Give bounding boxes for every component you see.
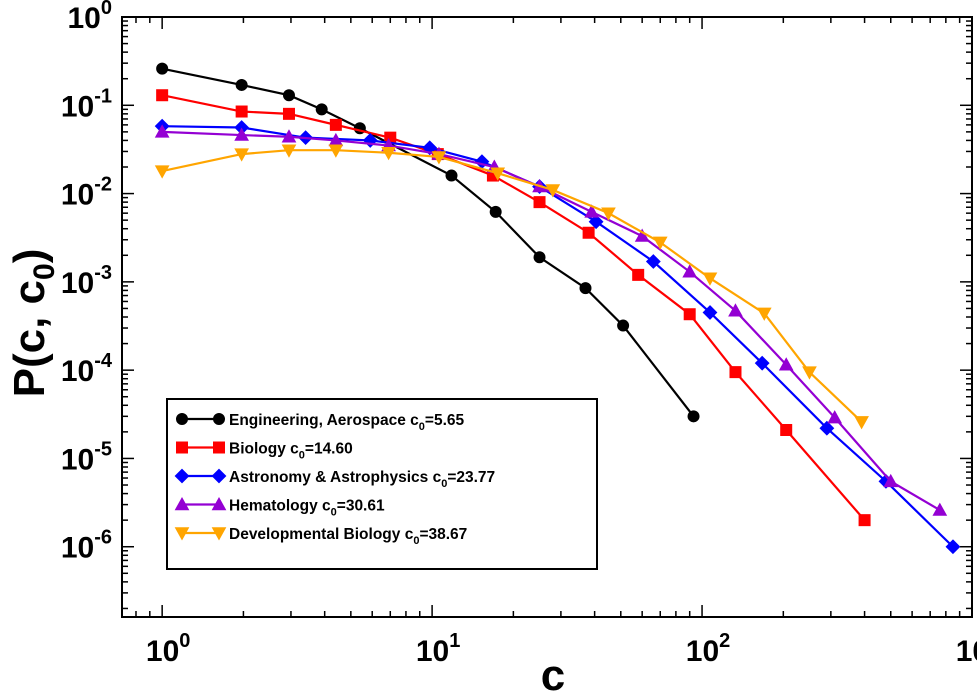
legend-marker (211, 527, 227, 541)
data-point (601, 207, 616, 221)
legend-entry: Astronomy & Astrophysics c0=23.77 (174, 468, 495, 490)
data-point (282, 107, 295, 120)
data-point (632, 268, 645, 281)
plot-series (154, 62, 961, 555)
legend-marker (211, 496, 227, 511)
legend-label: Biology c0=14.60 (229, 441, 353, 462)
series-0 (156, 62, 700, 423)
data-point (533, 251, 546, 264)
legend-entry: Hematology c0=30.61 (174, 496, 385, 519)
data-point (154, 165, 170, 179)
legend-entry: Biology c0=14.60 (176, 441, 353, 462)
data-point (702, 272, 718, 286)
legend-marker (174, 468, 190, 484)
x-tick-label: 101 (416, 630, 461, 668)
data-point (645, 254, 661, 269)
data-point (315, 103, 328, 116)
series-line (161, 94, 866, 521)
legend: Engineering, Aerospace c0=5.65 Biology c0… (166, 398, 598, 570)
legend-label: Developmental Biology c0=38.67 (229, 526, 467, 547)
data-point (281, 129, 297, 143)
data-point (858, 514, 871, 527)
data-point (683, 308, 696, 321)
data-point (156, 89, 169, 102)
x-axis-label: c (541, 651, 565, 695)
plot-axes: 100 101 102 103 10-6 10-5 10-4 10-3 10-2 10-1 100 (61, 0, 977, 668)
series-1 (156, 89, 871, 527)
data-point (234, 127, 249, 141)
data-point (802, 366, 817, 380)
data-point (234, 148, 249, 162)
data-point (883, 473, 899, 488)
data-point (652, 236, 668, 250)
data-point (545, 184, 561, 198)
data-point (945, 539, 961, 555)
data-point (827, 410, 843, 424)
data-point (854, 416, 869, 430)
legend-label: Engineering, Aerospace c0=5.65 (229, 412, 465, 433)
data-point (235, 105, 248, 118)
data-point (582, 226, 595, 239)
data-point (490, 167, 506, 181)
data-point (328, 144, 344, 158)
data-point (445, 169, 458, 182)
data-point (819, 420, 835, 436)
series-3 (154, 124, 948, 516)
legend-entry: Developmental Biology c0=38.67 (174, 526, 467, 547)
data-point (682, 264, 698, 278)
y-tick-label: 10-4 (61, 350, 113, 388)
data-point (154, 124, 170, 138)
data-point (780, 423, 793, 436)
data-point (756, 307, 772, 321)
data-point (687, 410, 700, 423)
data-point (702, 305, 718, 320)
series-line (162, 130, 941, 512)
data-point (617, 319, 630, 332)
legend-marker (174, 496, 190, 511)
data-point (579, 282, 592, 295)
data-point (634, 228, 650, 242)
legend-box (166, 398, 598, 570)
data-point (729, 366, 742, 379)
legend-label: Hematology c0=30.61 (229, 498, 385, 519)
y-axis-label: P(c, c0) (5, 249, 61, 398)
data-point (381, 147, 396, 161)
data-point (431, 151, 447, 165)
x-tick-label: 103 (956, 630, 977, 668)
legend-marker (176, 413, 188, 425)
legend-entry: Engineering, Aerospace c0=5.65 (176, 412, 465, 433)
axis-labels: c P(c, c0) (5, 249, 565, 695)
series-line (161, 149, 863, 423)
legend-marker (176, 441, 188, 454)
y-tick-label: 10-6 (61, 527, 112, 565)
data-point (329, 118, 342, 131)
y-tick-label: 10-1 (61, 85, 112, 123)
data-point (754, 355, 770, 371)
y-tick-label: 100 (68, 0, 113, 35)
y-tick-label: 10-2 (61, 174, 112, 212)
legend-marker (174, 527, 190, 541)
data-point (489, 205, 502, 218)
legend-marker (211, 468, 227, 484)
legend-marker (213, 413, 225, 425)
data-point (533, 196, 546, 209)
data-point (282, 89, 295, 102)
data-point (588, 214, 604, 230)
x-tick-label: 100 (146, 630, 191, 668)
data-point (235, 78, 248, 91)
data-point (584, 204, 600, 218)
data-point (932, 502, 948, 516)
legend-marker (213, 441, 225, 454)
legend-label: Astronomy & Astrophysics c0=23.77 (229, 469, 495, 490)
data-point (281, 144, 297, 158)
data-point (778, 357, 794, 371)
y-tick-label: 10-5 (61, 438, 112, 476)
x-tick-label: 102 (686, 630, 731, 668)
data-point (728, 303, 743, 317)
y-tick-label: 10-3 (61, 262, 112, 300)
data-point (156, 62, 169, 75)
series-4 (154, 144, 869, 430)
